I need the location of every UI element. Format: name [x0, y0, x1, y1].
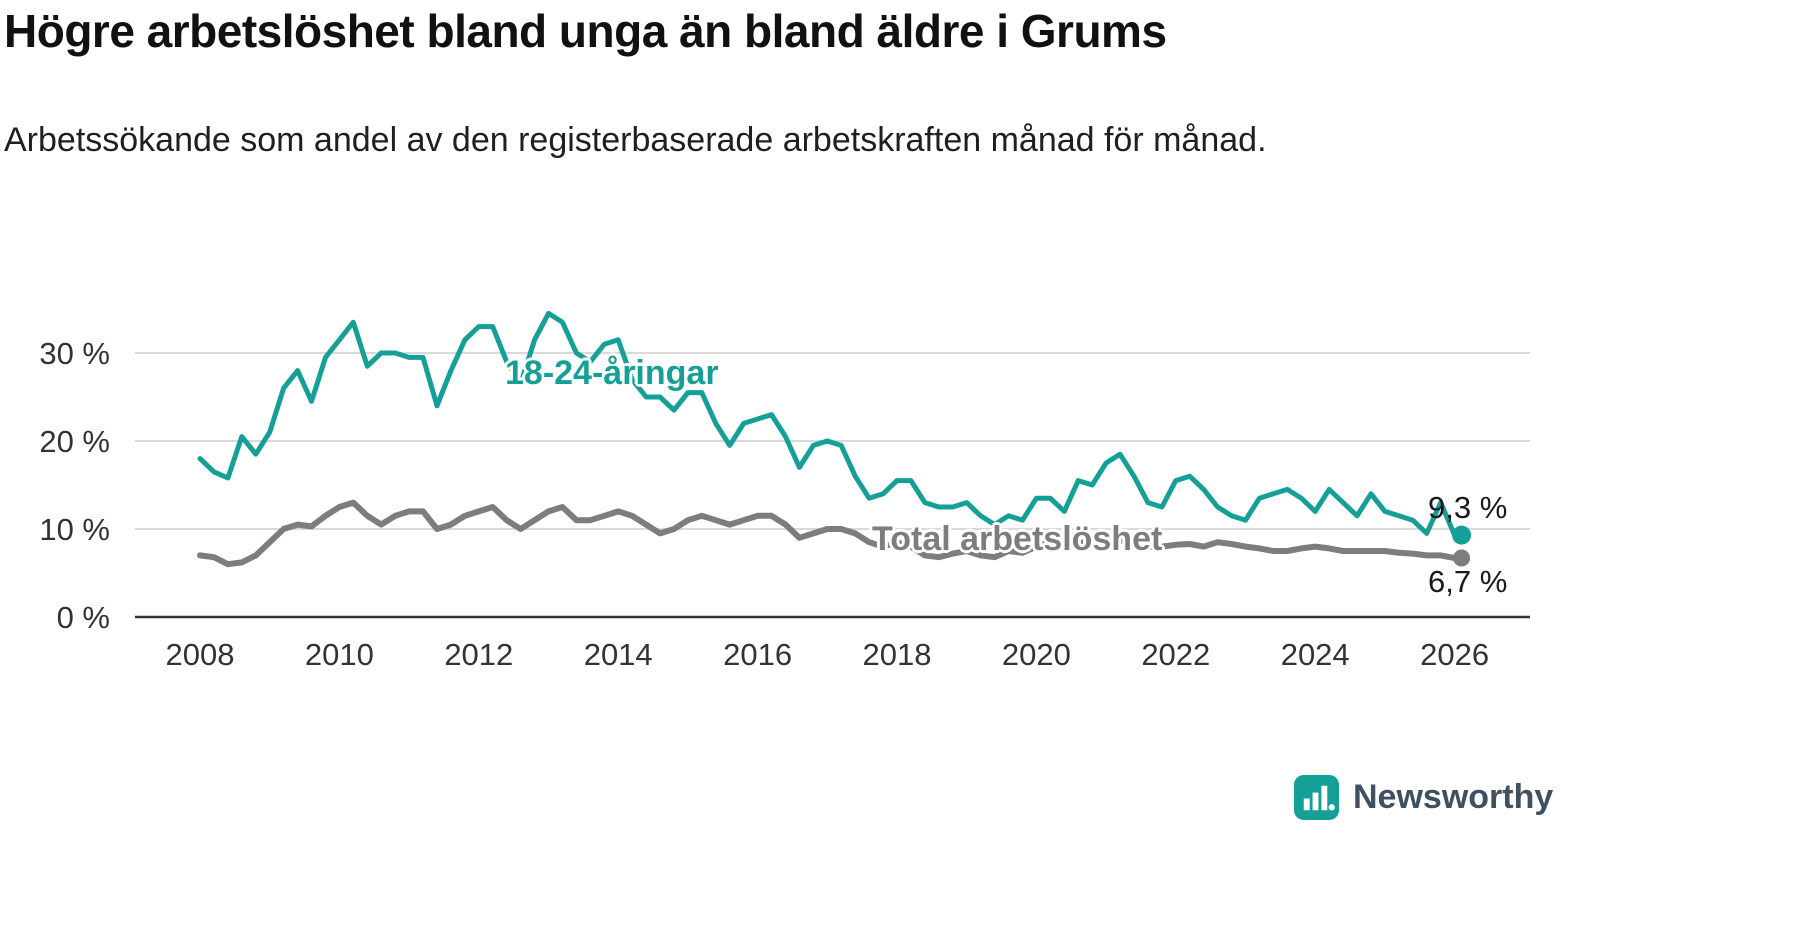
page-title: Högre arbetslöshet bland unga än bland ä… — [4, 5, 1167, 57]
svg-text:2018: 2018 — [863, 637, 932, 672]
newsworthy-logo: Newsworthy — [1293, 774, 1553, 821]
end-value-total: 6,7 % — [1428, 564, 1508, 599]
line-chart: 30 % 20 % 10 % 0 % 2008 2010 2012 2014 2016 2018 2… — [0, 260, 1800, 730]
svg-text:2024: 2024 — [1281, 637, 1350, 672]
svg-text:0 %: 0 % — [57, 600, 110, 635]
page-subtitle: Arbetssökande som andel av den registerb… — [4, 121, 1267, 159]
svg-text:30 %: 30 % — [39, 336, 110, 371]
svg-text:2026: 2026 — [1420, 637, 1489, 672]
end-value-youth: 9,3 % — [1428, 490, 1508, 525]
svg-text:2020: 2020 — [1002, 637, 1071, 672]
newsworthy-icon — [1293, 774, 1340, 821]
svg-text:10 %: 10 % — [39, 512, 110, 547]
svg-text:2022: 2022 — [1141, 637, 1210, 672]
svg-text:2008: 2008 — [166, 637, 235, 672]
series-label-youth: 18-24-åringar — [505, 354, 719, 392]
chart-canvas: 30 % 20 % 10 % 0 % 2008 2010 2012 2014 2016 2018 2… — [39, 310, 1530, 672]
svg-text:2012: 2012 — [444, 637, 513, 672]
svg-text:2010: 2010 — [305, 637, 374, 672]
svg-text:2014: 2014 — [584, 637, 653, 672]
series-label-total: Total arbetslöshet — [872, 520, 1163, 558]
svg-text:2016: 2016 — [723, 637, 792, 672]
newsworthy-wordmark: Newsworthy — [1353, 778, 1554, 816]
svg-text:20 %: 20 % — [39, 424, 110, 459]
